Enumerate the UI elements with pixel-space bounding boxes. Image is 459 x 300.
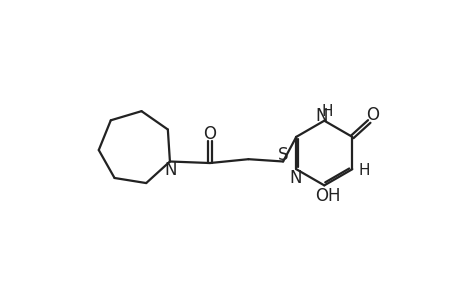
Text: S: S [277, 146, 288, 164]
Text: OH: OH [314, 187, 339, 205]
Text: N: N [315, 107, 328, 125]
Text: H: H [357, 163, 369, 178]
Text: O: O [203, 125, 216, 143]
Text: N: N [289, 169, 301, 187]
Text: O: O [366, 106, 379, 124]
Text: H: H [321, 104, 332, 119]
Text: N: N [164, 161, 177, 179]
